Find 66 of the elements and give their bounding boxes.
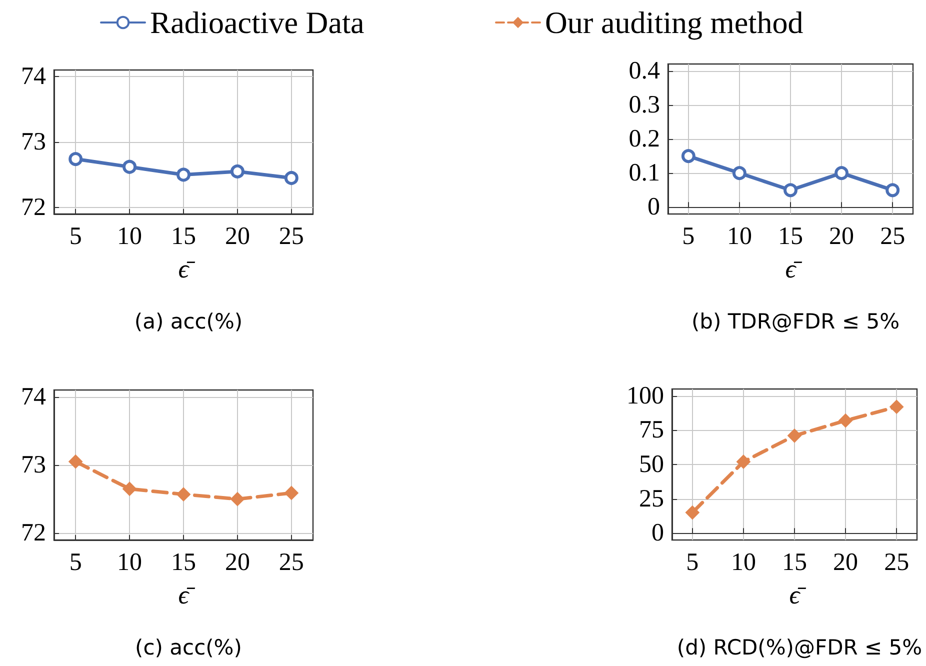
point bbox=[681, 149, 696, 164]
point bbox=[685, 506, 700, 520]
x-axis-title: ϵ̄ bbox=[178, 580, 196, 610]
x-tick-label: 25 bbox=[278, 549, 304, 576]
y-tick-label: 73 bbox=[21, 128, 46, 156]
x-axis-title: ϵ̄ bbox=[178, 254, 196, 284]
x-tick-label: 15 bbox=[171, 549, 196, 576]
x-tick-label: 20 bbox=[224, 549, 250, 576]
point bbox=[284, 171, 298, 185]
x-tick-label: 10 bbox=[730, 549, 756, 576]
text: (a) acc(%) bbox=[134, 310, 243, 334]
text: (b) TDR@FDR ≤ 5% bbox=[691, 310, 900, 334]
point bbox=[732, 166, 746, 180]
y-tick-label: 0.2 bbox=[628, 126, 660, 152]
y-tick-label: 100 bbox=[626, 382, 664, 410]
x-axis-title: ϵ̄ bbox=[785, 254, 803, 284]
point bbox=[838, 414, 853, 428]
point bbox=[834, 166, 849, 180]
point bbox=[784, 183, 798, 198]
point bbox=[890, 400, 904, 414]
x-tick-label: 5 bbox=[69, 549, 82, 576]
y-tick-label: 0.4 bbox=[628, 57, 660, 84]
x-tick-label: 5 bbox=[682, 223, 695, 250]
text: (c) acc(%) bbox=[135, 636, 242, 660]
x-tick-label: 10 bbox=[117, 223, 142, 250]
y-tick-label: 0 bbox=[652, 520, 664, 547]
point bbox=[736, 454, 750, 469]
x-axis-title: ϵ̄ bbox=[789, 580, 807, 610]
y-tick-label: 75 bbox=[639, 416, 664, 444]
x-tick-label: 15 bbox=[778, 223, 803, 250]
text: (d) RCD(%)@FDR ≤ 5% bbox=[676, 636, 922, 660]
legend-label: Radioactive Data bbox=[150, 5, 365, 40]
y-tick-label: 74 bbox=[21, 383, 46, 410]
y-tick-label: 0 bbox=[648, 194, 660, 221]
x-tick-label: 5 bbox=[686, 549, 699, 576]
x-tick-label: 25 bbox=[278, 223, 304, 250]
point bbox=[68, 152, 83, 166]
x-tick-label: 10 bbox=[117, 549, 142, 576]
x-tick-label: 10 bbox=[726, 223, 752, 250]
point bbox=[230, 164, 244, 178]
y-tick-label: 73 bbox=[21, 452, 46, 478]
legend-label: Our auditing method bbox=[545, 5, 804, 40]
point bbox=[122, 160, 137, 174]
y-tick-label: 72 bbox=[21, 194, 46, 221]
point bbox=[176, 168, 190, 182]
x-tick-label: 25 bbox=[884, 549, 910, 576]
x-tick-label: 15 bbox=[782, 549, 807, 576]
point bbox=[230, 492, 244, 506]
y-tick-label: 74 bbox=[21, 63, 46, 90]
x-tick-label: 25 bbox=[880, 223, 906, 250]
x-tick-label: 20 bbox=[833, 549, 858, 576]
x-tick-label: 20 bbox=[224, 223, 250, 250]
y-tick-label: 50 bbox=[639, 451, 664, 478]
point bbox=[68, 454, 83, 469]
point bbox=[886, 183, 900, 198]
y-tick-label: 25 bbox=[639, 485, 664, 512]
x-tick-label: 15 bbox=[171, 223, 196, 250]
x-tick-label: 5 bbox=[69, 223, 82, 250]
y-tick-label: 0.3 bbox=[628, 91, 660, 118]
point bbox=[176, 487, 190, 502]
y-tick-label: 0.1 bbox=[628, 160, 660, 187]
point bbox=[122, 482, 137, 496]
point bbox=[788, 428, 802, 443]
point bbox=[284, 486, 298, 500]
y-tick-label: 72 bbox=[21, 520, 46, 547]
x-tick-label: 20 bbox=[829, 223, 854, 250]
